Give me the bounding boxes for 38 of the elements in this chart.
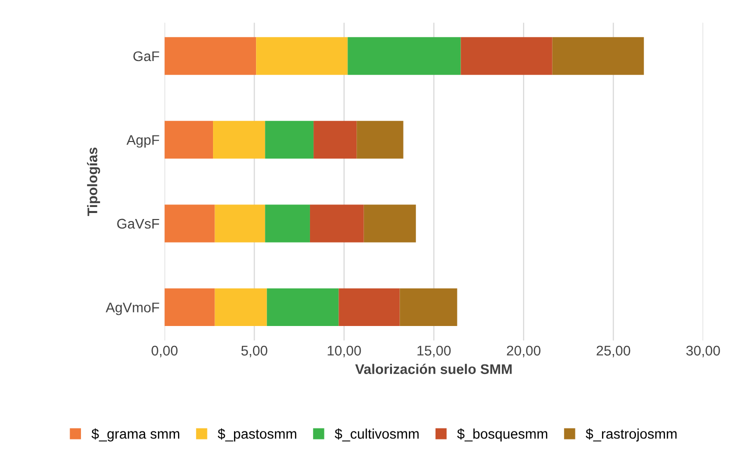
y-tick-label: AgVmoF (106, 302, 160, 316)
x-tick-label: 5,00 (241, 346, 268, 358)
x-tick-label: 0,00 (152, 346, 178, 358)
bar (214, 204, 266, 242)
bar (164, 37, 256, 75)
y-tick-label: AgpF (126, 135, 160, 148)
x-tick-label: 15,00 (418, 346, 451, 358)
bar (364, 204, 416, 242)
bar (338, 288, 400, 326)
x-tick-label: 25,00 (596, 346, 630, 358)
y-tick-label: GaVsF (117, 218, 160, 229)
bar (310, 204, 364, 242)
bar (460, 37, 552, 75)
bar (348, 37, 461, 75)
bar (265, 120, 314, 159)
bar (164, 204, 215, 242)
bar (356, 120, 404, 159)
legend-label: $_grama smm (92, 428, 180, 442)
legend-label: $_rastrojosmm (586, 428, 677, 442)
bar (214, 288, 267, 326)
bar (265, 204, 310, 242)
legend-label: $_cultivosmm (334, 428, 419, 442)
x-tick-label: 20,00 (506, 346, 540, 358)
bar (400, 288, 458, 326)
bar (164, 120, 214, 159)
bar (256, 37, 348, 75)
bar (266, 288, 339, 326)
x-tick-label: 30,00 (686, 346, 720, 358)
y-axis-title: Tipologías (86, 148, 100, 216)
y-tick-label: GaF (133, 51, 160, 62)
bar (552, 37, 644, 75)
bar (164, 288, 215, 326)
x-tick-label: 10,00 (328, 346, 361, 358)
legend-label: $_bosquesmm (457, 428, 548, 442)
bar (213, 120, 266, 159)
x-axis-title: Valorización suelo SMM (355, 364, 512, 374)
legend-label: $_pastosmm (218, 428, 296, 442)
bar (314, 120, 357, 159)
